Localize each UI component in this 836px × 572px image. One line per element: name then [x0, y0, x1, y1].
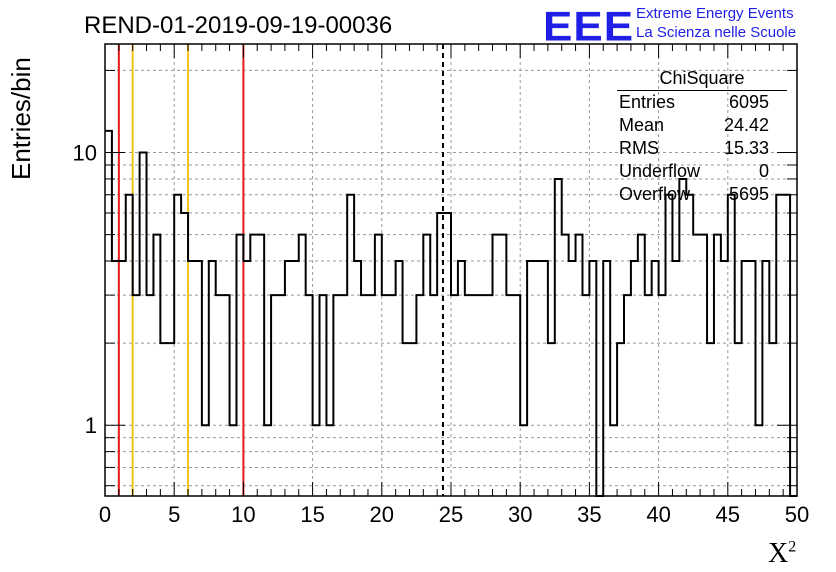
x-tick-label: 15 — [300, 502, 324, 527]
x-tick-label: 0 — [99, 502, 111, 527]
logo-caption-1: Extreme Energy Events — [636, 5, 794, 22]
stats-box: ChiSquare Entries 6095 Mean 24.42 RMS 15.33… — [611, 68, 787, 206]
stats-title: ChiSquare — [617, 68, 787, 91]
x-tick-label: 5 — [168, 502, 180, 527]
x-tick-label: 20 — [370, 502, 394, 527]
eee-logo: EEE — [543, 3, 635, 50]
histogram-series — [105, 129, 797, 497]
axis-ticks — [104, 44, 798, 496]
stats-row: Mean 24.42 — [619, 115, 769, 135]
x-tick-label: 30 — [508, 502, 532, 527]
grid-lines — [105, 44, 797, 496]
reference-lines — [117, 44, 444, 496]
y-tick-label: 1 — [85, 413, 97, 438]
x-tick-label: 25 — [439, 502, 463, 527]
x-tick-label: 45 — [716, 502, 740, 527]
x-tick-label: 40 — [646, 502, 670, 527]
stats-row: Entries 6095 — [619, 92, 769, 112]
x-tick-label: 10 — [231, 502, 255, 527]
x-tick-label: 35 — [577, 502, 601, 527]
y-axis-label: Entries/bin — [6, 57, 36, 180]
chart-title: REND-01-2019-09-19-00036 — [84, 12, 393, 39]
tick-labels: 0 5 10 15 20 25 30 35 40 45 50 1 10 — [73, 141, 810, 527]
stats-row: Overflow 5695 — [619, 184, 769, 204]
logo-caption-2: La Scienza nelle Scuole — [636, 24, 797, 41]
stats-row: RMS 15.33 — [619, 138, 769, 158]
x-tick-label: 50 — [785, 502, 809, 527]
x-axis-label: X2 — [768, 538, 797, 569]
stats-row: Underflow 0 — [619, 161, 769, 181]
y-tick-label: 10 — [73, 141, 97, 166]
